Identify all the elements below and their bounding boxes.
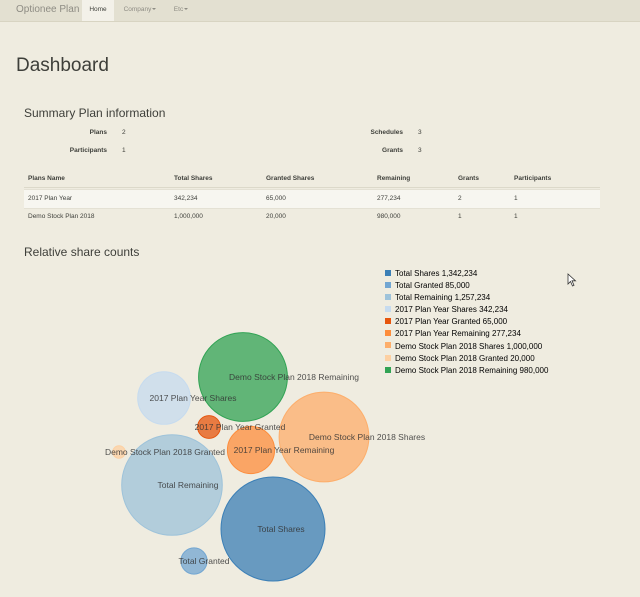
nav-company-label: Company xyxy=(123,6,152,13)
cell: 342,234 xyxy=(174,195,198,202)
table-row: 2017 Plan Year 342,234 65,000 277,234 2 … xyxy=(24,189,600,209)
bubble-label: 2017 Plan Year Granted xyxy=(195,422,286,432)
legend-item[interactable]: 2017 Plan Year Remaining 277,234 xyxy=(385,328,548,340)
legend-label: 2017 Plan Year Granted xyxy=(395,317,483,327)
legend-value: 980,000 xyxy=(519,365,549,375)
col-header-grants: Grants xyxy=(458,175,479,182)
legend-label: Total Remaining xyxy=(395,293,455,303)
col-header-total-shares: Total Shares xyxy=(174,175,213,182)
legend-label: Demo Stock Plan 2018 Remaining xyxy=(395,365,520,375)
bubble-label: Demo Stock Plan 2018 Granted xyxy=(105,447,225,457)
cell: 1 xyxy=(458,213,462,220)
legend-value: 65,000 xyxy=(482,317,508,327)
bubble-total-granted[interactable] xyxy=(180,547,208,575)
col-header-remaining: Remaining xyxy=(377,175,411,182)
legend-label: Demo Stock Plan 2018 Shares xyxy=(395,341,507,351)
bubble-label: Total Shares xyxy=(257,524,304,534)
participants-value: 1 xyxy=(122,147,126,154)
participants-label: Participants xyxy=(69,147,107,154)
bubble-2017-plan-year-granted[interactable] xyxy=(197,415,221,439)
cell: 20,000 xyxy=(266,213,286,220)
legend-swatch-icon xyxy=(385,354,391,361)
chart-heading: Relative share counts xyxy=(24,245,140,259)
bubble-label: Demo Stock Plan 2018 Remaining xyxy=(229,372,359,382)
bubble-label: 2017 Plan Year Shares xyxy=(150,393,237,403)
legend-label: Demo Stock Plan 2018 Granted xyxy=(395,353,511,363)
cell: 2017 Plan Year xyxy=(28,195,73,202)
legend-swatch-icon xyxy=(385,294,391,301)
chart-legend: Total Shares 1,342,234 Total Granted 85,0… xyxy=(385,268,548,377)
col-header-plan-name: Plans Name xyxy=(28,175,65,182)
legend-value: 85,000 xyxy=(445,281,470,291)
legend-item[interactable]: Demo Stock Plan 2018 Remaining 980,000 xyxy=(385,365,548,377)
legend-swatch-icon xyxy=(385,330,391,337)
bubble-label: Total Granted xyxy=(178,556,229,566)
nav-company[interactable]: Company xyxy=(116,0,164,21)
brand[interactable]: Optionee Plan xyxy=(16,4,80,15)
legend-item[interactable]: Demo Stock Plan 2018 Shares 1,000,000 xyxy=(385,341,548,353)
legend-label: Total Shares xyxy=(395,269,442,278)
legend-swatch-icon xyxy=(385,306,391,313)
legend-value: 1,000,000 xyxy=(506,341,543,351)
table-row: Demo Stock Plan 2018 1,000,000 20,000 98… xyxy=(24,208,600,226)
col-header-granted-shares: Granted Shares xyxy=(266,175,315,182)
grants-value: 3 xyxy=(418,147,422,154)
chevron-down-icon xyxy=(184,8,189,11)
cell: 1 xyxy=(514,195,518,202)
legend-label: 2017 Plan Year Shares xyxy=(395,305,480,315)
legend-item[interactable]: Total Shares 1,342,234 xyxy=(385,268,548,280)
legend-swatch-icon xyxy=(385,281,391,288)
schedules-label: Schedules xyxy=(370,129,403,136)
legend-value: 342,234 xyxy=(479,305,508,315)
legend-swatch-icon xyxy=(385,318,391,325)
cell: Demo Stock Plan 2018 xyxy=(28,213,95,220)
cell: 2 xyxy=(458,195,462,202)
bubble-demo-stock-plan-2018-granted[interactable] xyxy=(112,445,126,459)
legend-swatch-icon xyxy=(385,366,391,373)
bubble-total-shares[interactable] xyxy=(220,476,326,582)
navbar: Optionee Plan Home Company Etc xyxy=(0,0,640,22)
legend-item[interactable]: 2017 Plan Year Shares 342,234 xyxy=(385,304,548,316)
bubble-2017-plan-year-shares[interactable] xyxy=(137,371,191,425)
bubble-label: 2017 Plan Year Remaining xyxy=(234,445,335,455)
bubble-2017-plan-year-remaining[interactable] xyxy=(226,425,276,475)
cell: 65,000 xyxy=(266,195,286,202)
nav-home[interactable]: Home xyxy=(82,0,114,21)
col-header-participants: Participants xyxy=(514,175,552,182)
grants-label: Grants xyxy=(382,147,403,154)
legend-value: 20,000 xyxy=(510,353,535,363)
legend-value: 1,342,234 xyxy=(441,269,478,278)
legend-item[interactable]: 2017 Plan Year Granted 65,000 xyxy=(385,316,548,328)
legend-value: 277,234 xyxy=(491,329,521,339)
plans-label: Plans xyxy=(89,129,107,136)
cell: 1,000,000 xyxy=(174,213,203,220)
plans-value: 2 xyxy=(122,129,126,136)
legend-value: 1,257,234 xyxy=(454,293,491,303)
legend-label: Total Granted xyxy=(395,281,446,291)
bubble-demo-stock-plan-2018-remaining[interactable] xyxy=(198,332,288,422)
bubble-total-remaining[interactable] xyxy=(121,434,223,536)
chevron-down-icon xyxy=(152,8,157,11)
mouse-cursor-icon xyxy=(567,273,577,287)
nav-etc[interactable]: Etc xyxy=(166,0,196,21)
legend-swatch-icon xyxy=(385,342,391,349)
nav-etc-label: Etc xyxy=(173,6,184,13)
bubble-label: Total Remaining xyxy=(158,480,219,490)
legend-item[interactable]: Total Granted 85,000 xyxy=(385,280,548,292)
cell: 980,000 xyxy=(377,213,401,220)
cell: 1 xyxy=(514,213,518,220)
divider xyxy=(24,187,600,188)
summary-heading: Summary Plan information xyxy=(24,106,166,120)
legend-swatch-icon xyxy=(385,269,391,276)
schedules-value: 3 xyxy=(418,129,422,136)
bubble-demo-stock-plan-2018-shares[interactable] xyxy=(278,391,370,483)
page-title: Dashboard xyxy=(16,55,109,76)
bubble-label: Demo Stock Plan 2018 Shares xyxy=(309,432,425,442)
legend-item[interactable]: Total Remaining 1,257,234 xyxy=(385,292,548,304)
legend-label: 2017 Plan Year Remaining xyxy=(395,329,492,339)
legend-item[interactable]: Demo Stock Plan 2018 Granted 20,000 xyxy=(385,353,548,365)
nav-home-label: Home xyxy=(89,6,107,13)
cell: 277,234 xyxy=(377,195,401,202)
